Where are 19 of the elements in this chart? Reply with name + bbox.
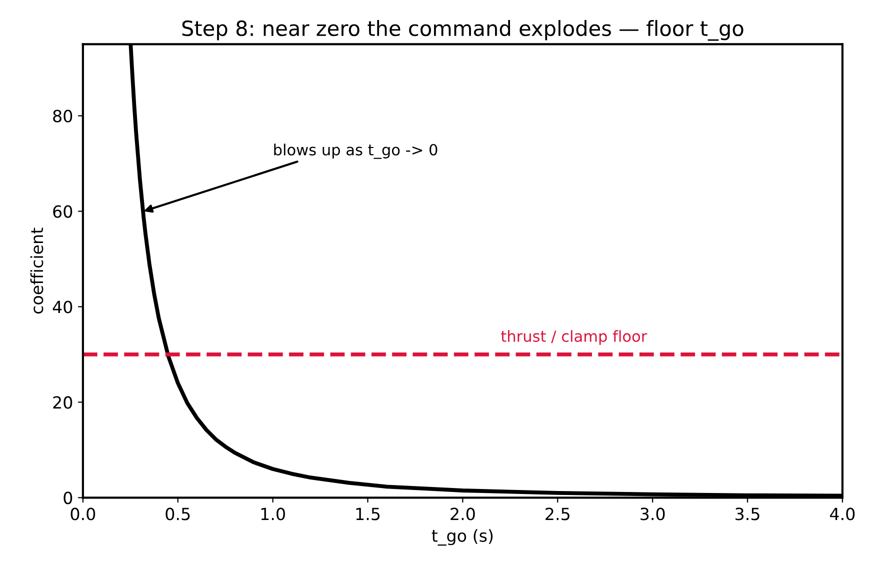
- x-tick-label: 3.5: [736, 508, 760, 520]
- y-tick-label: 60: [53, 205, 72, 218]
- y-axis-title: coefficient: [30, 228, 44, 314]
- x-tick-label: 1.5: [356, 508, 380, 520]
- x-axis-title: t_go (s): [432, 529, 493, 546]
- y-tick-label: 0: [64, 492, 72, 504]
- ref-line-label: thrust / clamp floor: [501, 330, 648, 345]
- x-tick-label: 3.0: [640, 508, 665, 520]
- x-tick-label: 2.0: [450, 508, 475, 520]
- x-tick-label: 4.0: [830, 508, 855, 520]
- x-tick-label: 0.0: [70, 508, 96, 520]
- chart-title: Step 8: near zero the command explodes — floor t_go: [182, 20, 744, 41]
- x-tick-label: 1.0: [261, 508, 285, 520]
- annotation: blows up as t_go -> 0: [274, 144, 438, 159]
- y-tick-label: 80: [53, 110, 72, 122]
- x-tick-label: 2.5: [546, 508, 570, 520]
- x-tick-label: 0.5: [166, 508, 190, 520]
- y-tick-label: 20: [53, 396, 72, 409]
- y-tick-label: 40: [52, 300, 72, 314]
